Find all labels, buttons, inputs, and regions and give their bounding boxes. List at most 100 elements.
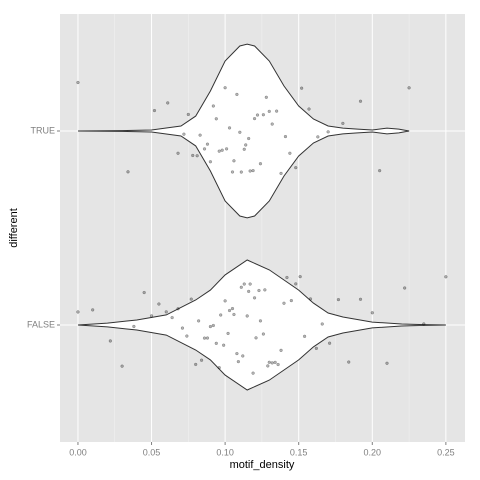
jitter-point: [316, 135, 320, 139]
jitter-point: [336, 297, 341, 302]
jitter-point: [294, 282, 298, 286]
jitter-point: [263, 288, 267, 292]
jitter-point: [245, 314, 249, 318]
jitter-point: [308, 297, 313, 301]
jitter-point: [270, 361, 274, 365]
jitter-point: [298, 275, 302, 279]
jitter-point: [267, 360, 271, 364]
jitter-point: [254, 336, 258, 340]
jitter-point: [326, 130, 330, 134]
jitter-point: [261, 332, 266, 336]
jitter-point: [226, 331, 230, 336]
jitter-point: [299, 86, 304, 90]
jitter-point: [252, 116, 257, 121]
jitter-point: [264, 95, 268, 99]
jitter-point: [230, 306, 235, 311]
jitter-point: [377, 169, 382, 173]
x-tick-label: 0.15: [290, 447, 308, 457]
jitter-point: [282, 301, 286, 305]
jitter-point: [219, 313, 223, 317]
jitter-point: [244, 143, 248, 147]
violin: [77, 43, 410, 219]
jitter-point: [199, 358, 204, 362]
jitter-point: [224, 147, 229, 151]
jitter-point: [288, 151, 292, 155]
jitter-point: [211, 323, 215, 328]
jitter-point: [185, 334, 189, 338]
jitter-point: [358, 297, 363, 301]
jitter-point: [195, 154, 199, 158]
jitter-point: [214, 117, 218, 121]
jitter-point: [157, 302, 161, 306]
jitter-point: [258, 162, 263, 166]
jitter-point: [251, 371, 255, 375]
jitter-point: [91, 308, 95, 312]
jitter-point: [248, 282, 252, 286]
jitter-point: [276, 362, 280, 367]
jitter-point: [164, 310, 168, 314]
jitter-point: [217, 365, 221, 370]
jitter-point: [152, 108, 157, 113]
jitter-point: [270, 122, 274, 126]
jitter-point: [257, 288, 261, 293]
jitter-point: [230, 170, 235, 174]
jitter-point: [76, 310, 80, 314]
jitter-point: [120, 364, 124, 368]
jitter-point: [191, 153, 195, 158]
violin: [77, 259, 446, 391]
jitter-point: [223, 86, 227, 90]
jitter-point: [258, 319, 263, 323]
jitter-point: [289, 298, 293, 303]
jitter-point: [182, 132, 186, 136]
jitter-point: [221, 343, 226, 347]
x-tick-label: 0.25: [437, 447, 455, 457]
jitter-point: [242, 147, 246, 151]
y-axis-title: different: [8, 208, 20, 248]
jitter-point: [236, 359, 241, 364]
jitter-point: [302, 334, 307, 338]
jitter-point: [132, 324, 136, 329]
jitter-point: [279, 348, 283, 352]
jitter-point: [327, 341, 332, 345]
jitter-point: [149, 314, 154, 318]
jitter-point: [247, 289, 251, 294]
jitter-point: [232, 312, 236, 317]
jitter-point: [239, 285, 243, 289]
jitter-point: [205, 142, 210, 146]
x-tick-label: 0.05: [143, 447, 161, 457]
jitter-point: [403, 286, 407, 290]
jitter-point: [76, 80, 80, 85]
jitter-point: [223, 299, 227, 303]
jitter-point: [251, 168, 255, 173]
jitter-point: [385, 361, 389, 365]
jitter-point: [198, 133, 202, 137]
jitter-point: [273, 360, 277, 365]
jitter-point: [108, 339, 112, 343]
x-tick-label: 0.10: [216, 447, 234, 457]
jitter-point: [214, 341, 218, 345]
jitter-point: [370, 311, 374, 315]
jitter-point: [176, 151, 180, 155]
jitter-point: [220, 148, 224, 152]
jitter-point: [235, 351, 239, 356]
jitter-point: [422, 322, 426, 326]
jitter-point: [267, 109, 271, 114]
jitter-point: [238, 130, 242, 134]
jitter-point: [314, 346, 319, 351]
x-tick-label: 0.20: [364, 447, 382, 457]
jitter-point: [196, 319, 201, 323]
jitter-point: [186, 112, 190, 117]
jitter-point: [347, 360, 351, 364]
jitter-point: [307, 107, 311, 111]
jitter-point: [205, 336, 210, 340]
jitter-point: [358, 99, 363, 103]
jitter-point: [266, 364, 270, 368]
jitter-point: [176, 307, 180, 311]
jitter-point: [285, 275, 289, 280]
jitter-point: [239, 170, 243, 174]
y-tick-label: TRUE: [31, 125, 56, 135]
jitter-point: [208, 324, 213, 329]
x-axis-title: motif_density: [230, 459, 295, 471]
jitter-point: [194, 362, 198, 367]
